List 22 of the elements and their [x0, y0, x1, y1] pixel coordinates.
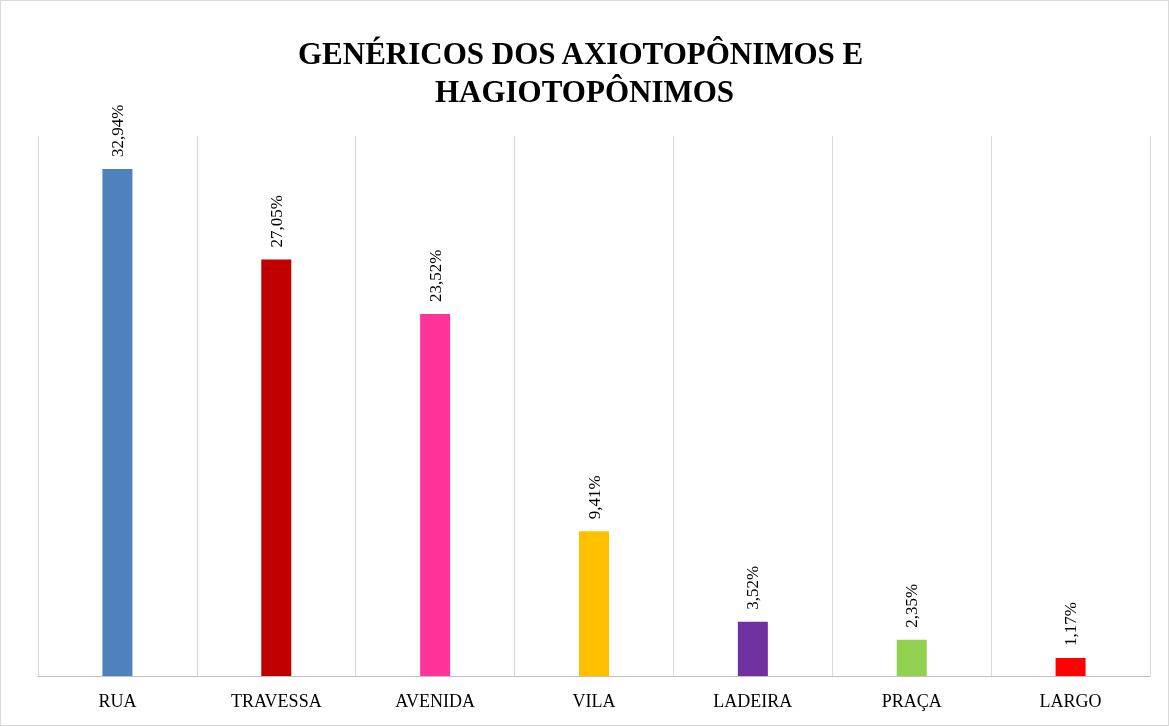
x-tick-label: AVENIDA — [395, 691, 475, 711]
data-label: 27,05% — [266, 195, 286, 248]
bar — [1055, 657, 1086, 676]
x-tick-label: TRAVESSA — [230, 691, 322, 711]
chart-title: GENÉRICOS DOS AXIOTOPÔNIMOS E HAGIOTOPÔNIMOS — [297, 35, 872, 109]
bar — [896, 639, 927, 676]
bar — [579, 531, 609, 676]
data-label: 9,41% — [584, 475, 604, 520]
bar — [102, 168, 133, 676]
x-tick-label: PRAÇA — [881, 691, 942, 711]
data-label: 32,94% — [107, 104, 127, 157]
x-tick-label: VILA — [572, 691, 616, 711]
bar — [420, 313, 451, 676]
data-label: 23,52% — [425, 249, 445, 302]
data-label: 2,35% — [902, 583, 922, 628]
x-tick-label: LADEIRA — [713, 691, 793, 711]
x-tick-label: RUA — [98, 691, 137, 711]
bar — [737, 621, 768, 676]
x-tick-label: LARGO — [1039, 691, 1102, 711]
bar — [261, 259, 292, 676]
data-label: 3,52% — [743, 565, 763, 610]
data-label: 1,17% — [1061, 602, 1081, 646]
